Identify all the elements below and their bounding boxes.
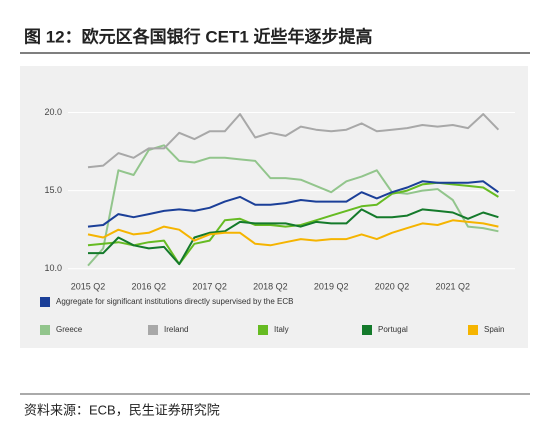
- x-tick-label: 2019 Q2: [314, 281, 349, 291]
- legend-swatch: [148, 325, 158, 335]
- legend-swatch: [40, 325, 50, 335]
- series-line: [87, 180, 499, 228]
- chart-title: 图 12：欧元区各国银行 CET1 近些年逐步提高: [24, 26, 373, 46]
- legend-label: Italy: [274, 325, 289, 334]
- x-tick-label: 2016 Q2: [132, 281, 167, 291]
- series-line: [87, 113, 500, 169]
- x-tick-label: 2018 Q2: [253, 281, 288, 291]
- y-tick-label: 20.0: [44, 107, 62, 117]
- x-tick-label: 2021 Q2: [436, 281, 471, 291]
- legend-label: Ireland: [164, 325, 188, 334]
- x-tick-label: 2020 Q2: [375, 281, 410, 291]
- legend-label: Aggregate for significant institutions d…: [56, 297, 293, 306]
- legend-swatch: [258, 325, 268, 335]
- legend-swatch: [468, 325, 478, 335]
- legend-label: Greece: [56, 325, 83, 334]
- x-tick-label: 2015 Q2: [71, 281, 106, 291]
- legend-swatch: [362, 325, 372, 335]
- legend-label: Portugal: [378, 325, 408, 334]
- source: 资料来源：ECB，民生证券研究院: [24, 402, 220, 417]
- legend-label: Spain: [484, 325, 504, 334]
- y-tick-label: 15.0: [44, 185, 62, 195]
- series-line: [87, 219, 499, 247]
- y-tick-label: 10.0: [44, 263, 62, 273]
- x-tick-label: 2017 Q2: [192, 281, 227, 291]
- series-line: [88, 208, 499, 266]
- legend-swatch: [40, 297, 50, 307]
